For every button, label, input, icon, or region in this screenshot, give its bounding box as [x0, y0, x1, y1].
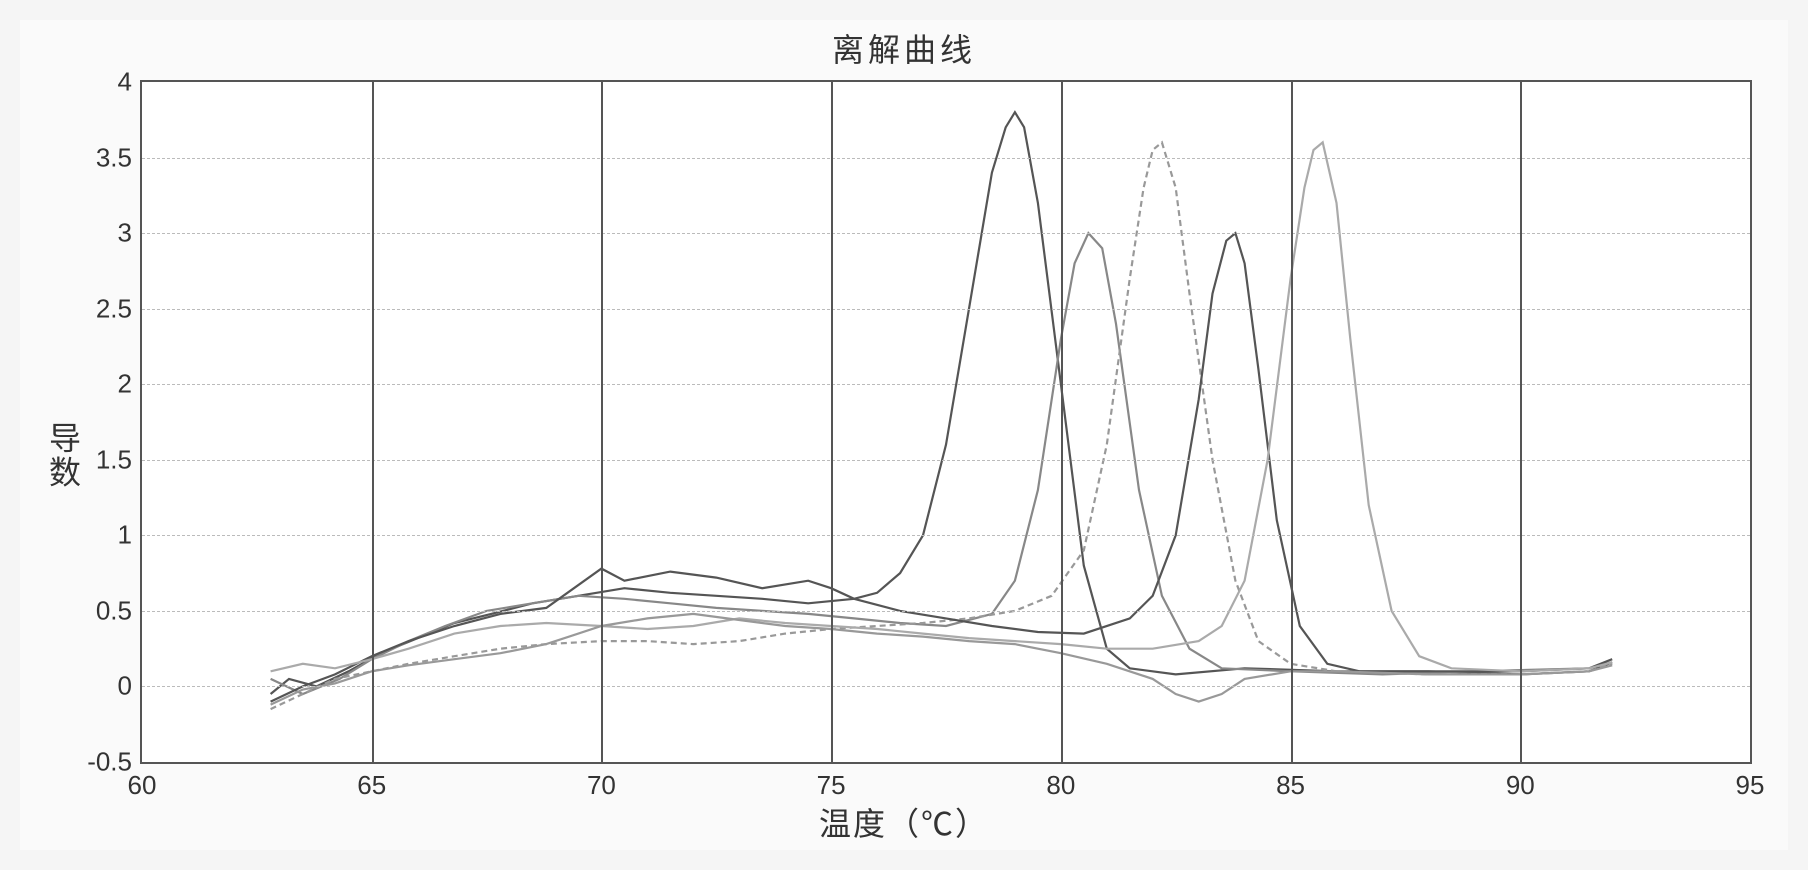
- series-curve5_peak85_5: [271, 142, 1613, 671]
- ytick-label: 1: [118, 520, 132, 551]
- xtick-label: 80: [1046, 770, 1075, 801]
- hgrid-line: [142, 460, 1750, 461]
- hgrid-line: [142, 233, 1750, 234]
- curves-svg: [142, 82, 1750, 762]
- series-curve3_peak82_dashed: [271, 142, 1613, 709]
- dissociation-curve-chart: 离解曲线 导数 -0.500.511.522.533.5460657075808…: [20, 20, 1788, 850]
- vgrid-line: [1520, 80, 1522, 764]
- vgrid-line: [601, 80, 603, 764]
- vgrid-line: [1291, 80, 1293, 764]
- x-axis-label: 温度（℃）: [819, 799, 989, 845]
- xtick-label: 90: [1506, 770, 1535, 801]
- xtick-label: 70: [587, 770, 616, 801]
- xtick-label: 85: [1276, 770, 1305, 801]
- xtick-label: 60: [128, 770, 157, 801]
- vgrid-line: [831, 80, 833, 764]
- plot-area: -0.500.511.522.533.546065707580859095: [140, 80, 1752, 764]
- hgrid-line: [142, 535, 1750, 536]
- ytick-label: 0.5: [96, 595, 132, 626]
- hgrid-line: [142, 611, 1750, 612]
- hgrid-line: [142, 309, 1750, 310]
- vgrid-line: [372, 80, 374, 764]
- ytick-label: 1.5: [96, 444, 132, 475]
- xtick-label: 65: [357, 770, 386, 801]
- y-axis-label: 导数: [40, 421, 86, 489]
- hgrid-line: [142, 686, 1750, 687]
- ytick-label: 4: [118, 67, 132, 98]
- series-curve1_peak79: [271, 112, 1613, 694]
- ytick-label: 2.5: [96, 293, 132, 324]
- vgrid-line: [1061, 80, 1063, 764]
- hgrid-line: [142, 384, 1750, 385]
- ytick-label: 0: [118, 671, 132, 702]
- xtick-label: 95: [1736, 770, 1765, 801]
- ytick-label: 2: [118, 369, 132, 400]
- series-curve6_baseline_low: [271, 614, 1613, 705]
- ytick-label: -0.5: [87, 747, 132, 778]
- chart-title: 离解曲线: [20, 20, 1788, 71]
- xtick-label: 75: [817, 770, 846, 801]
- ytick-label: 3: [118, 218, 132, 249]
- hgrid-line: [142, 158, 1750, 159]
- ytick-label: 3.5: [96, 142, 132, 173]
